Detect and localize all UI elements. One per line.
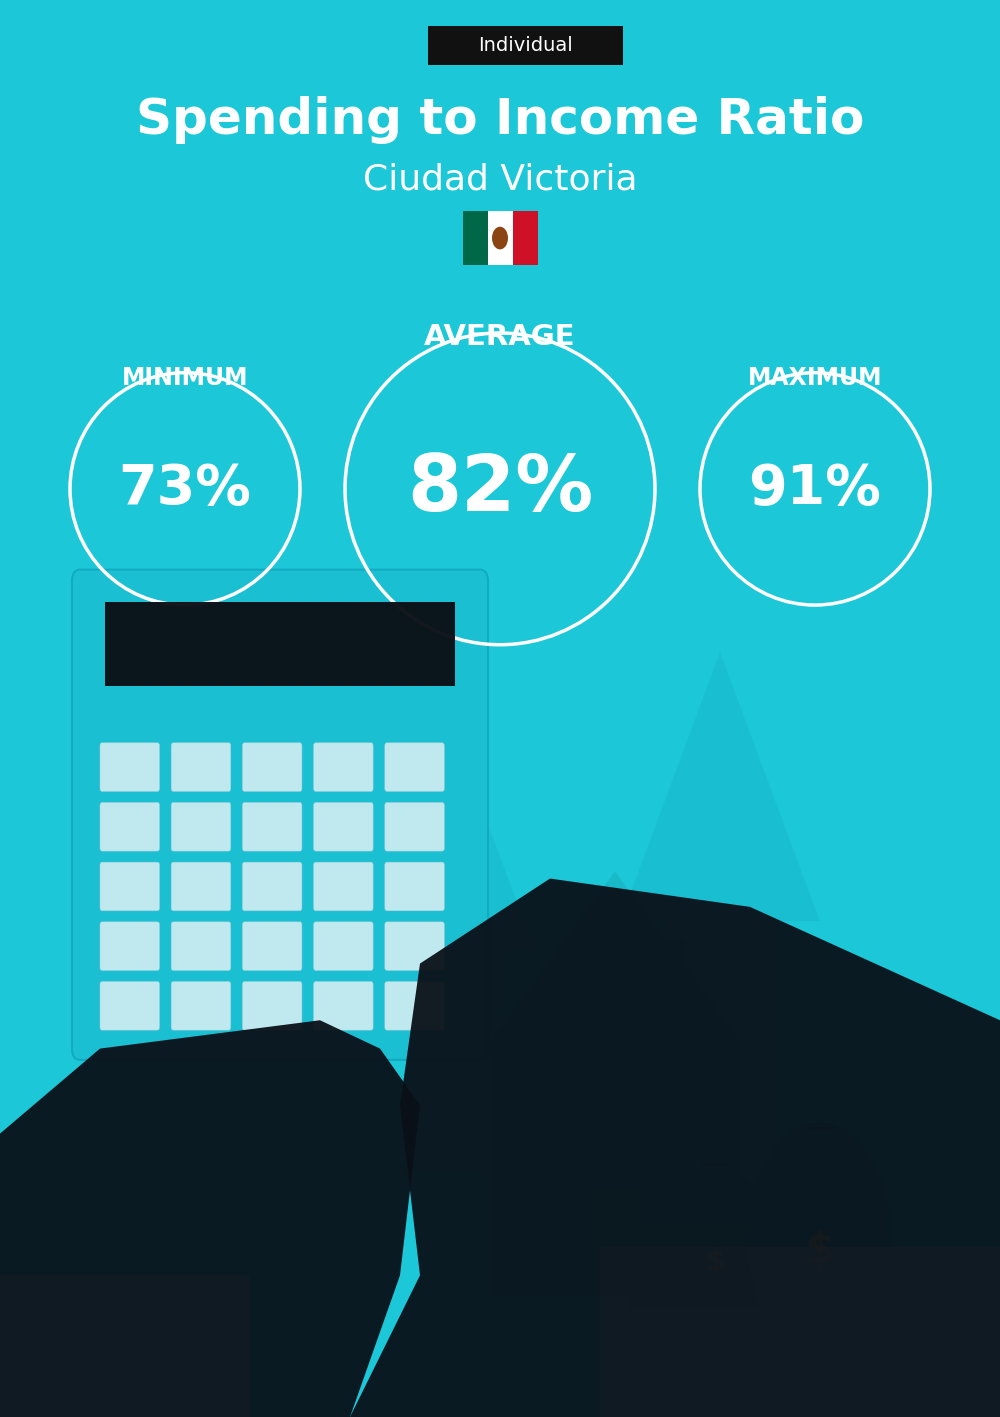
Text: MINIMUM: MINIMUM	[122, 367, 248, 390]
Polygon shape	[350, 879, 1000, 1417]
FancyBboxPatch shape	[0, 1275, 250, 1417]
Ellipse shape	[748, 1122, 892, 1357]
FancyBboxPatch shape	[630, 1224, 830, 1274]
FancyBboxPatch shape	[242, 982, 302, 1030]
FancyBboxPatch shape	[171, 982, 231, 1030]
FancyBboxPatch shape	[630, 1275, 830, 1325]
Polygon shape	[490, 871, 740, 1041]
FancyBboxPatch shape	[105, 602, 455, 686]
FancyBboxPatch shape	[385, 982, 444, 1030]
FancyBboxPatch shape	[513, 211, 538, 265]
FancyBboxPatch shape	[490, 1041, 740, 1297]
FancyBboxPatch shape	[590, 1189, 640, 1297]
FancyBboxPatch shape	[314, 982, 373, 1030]
Polygon shape	[620, 652, 820, 1202]
FancyBboxPatch shape	[171, 922, 231, 971]
FancyBboxPatch shape	[100, 802, 160, 852]
Polygon shape	[375, 737, 535, 1170]
FancyBboxPatch shape	[242, 743, 302, 792]
FancyBboxPatch shape	[428, 26, 622, 65]
Text: MAXIMUM: MAXIMUM	[748, 367, 882, 390]
Text: AVERAGE: AVERAGE	[424, 323, 576, 351]
Text: 73%: 73%	[119, 462, 251, 516]
FancyBboxPatch shape	[242, 922, 302, 971]
FancyBboxPatch shape	[385, 743, 444, 792]
FancyBboxPatch shape	[630, 1258, 830, 1308]
Text: Ciudad Victoria: Ciudad Victoria	[363, 163, 637, 197]
FancyBboxPatch shape	[385, 802, 444, 852]
FancyBboxPatch shape	[100, 982, 160, 1030]
FancyBboxPatch shape	[385, 862, 444, 911]
FancyBboxPatch shape	[314, 802, 373, 852]
FancyBboxPatch shape	[314, 922, 373, 971]
Polygon shape	[0, 1020, 420, 1417]
Text: 82%: 82%	[407, 451, 593, 527]
Circle shape	[492, 227, 508, 249]
FancyBboxPatch shape	[100, 922, 160, 971]
FancyBboxPatch shape	[242, 802, 302, 852]
FancyBboxPatch shape	[171, 862, 231, 911]
FancyBboxPatch shape	[660, 939, 685, 1041]
Text: Spending to Income Ratio: Spending to Income Ratio	[136, 96, 864, 145]
FancyBboxPatch shape	[100, 743, 160, 792]
FancyBboxPatch shape	[242, 862, 302, 911]
Text: $: $	[704, 1247, 726, 1275]
FancyBboxPatch shape	[171, 802, 231, 852]
FancyBboxPatch shape	[462, 211, 488, 265]
Text: Individual: Individual	[478, 35, 572, 55]
FancyBboxPatch shape	[314, 743, 373, 792]
FancyBboxPatch shape	[314, 862, 373, 911]
FancyBboxPatch shape	[72, 570, 488, 1060]
FancyBboxPatch shape	[171, 743, 231, 792]
Text: $: $	[806, 1230, 834, 1272]
FancyBboxPatch shape	[630, 1241, 830, 1291]
Text: 91%: 91%	[749, 462, 881, 516]
FancyBboxPatch shape	[600, 1247, 1000, 1417]
Ellipse shape	[657, 1163, 773, 1345]
FancyBboxPatch shape	[488, 211, 513, 265]
FancyBboxPatch shape	[385, 922, 444, 971]
FancyBboxPatch shape	[100, 862, 160, 911]
